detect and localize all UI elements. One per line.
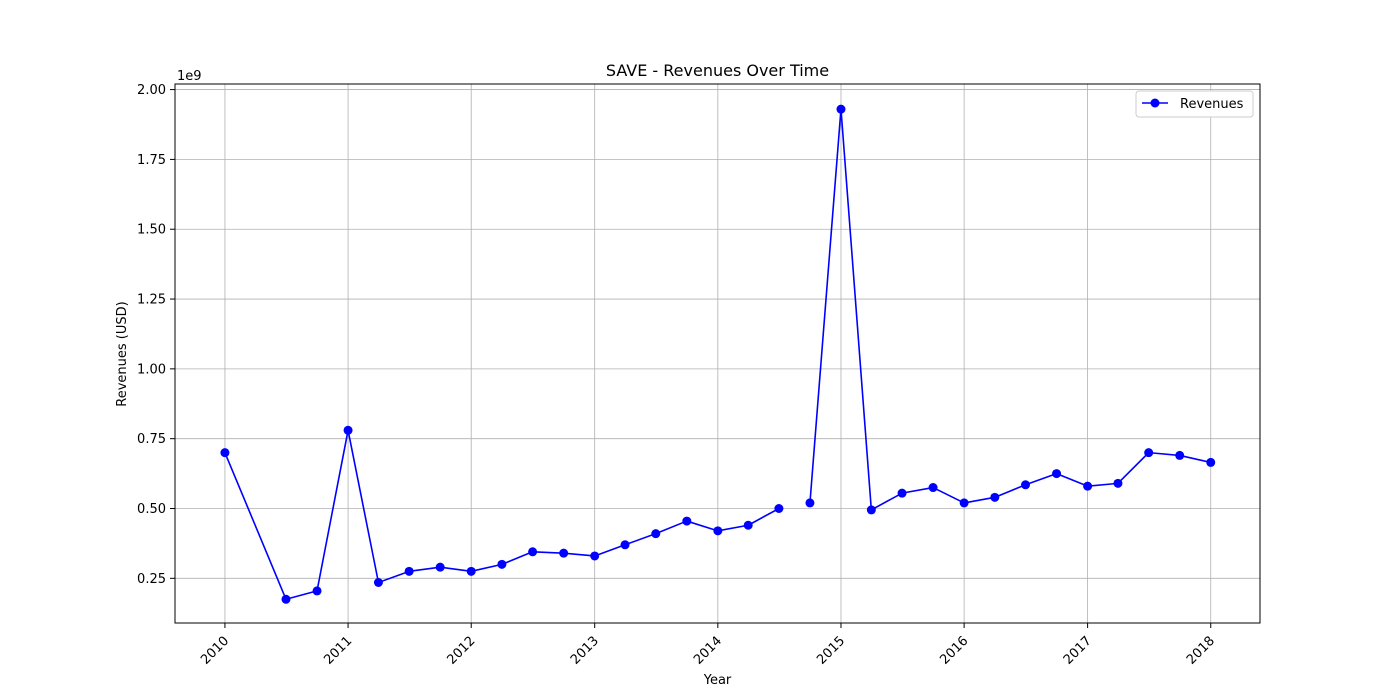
legend: Revenues <box>1135 90 1254 118</box>
data-point <box>805 498 815 508</box>
data-point <box>281 594 291 604</box>
data-point <box>312 586 322 596</box>
y-tick-label: 1.25 <box>137 293 166 308</box>
data-point <box>466 566 476 576</box>
data-point <box>1113 478 1123 488</box>
data-point <box>866 505 876 515</box>
data-point <box>1206 457 1216 467</box>
data-point <box>220 448 230 458</box>
data-point <box>928 483 938 493</box>
data-point <box>435 562 445 572</box>
y-tick-label: 1.00 <box>137 362 166 377</box>
grid-lines <box>175 84 1260 623</box>
data-point <box>682 516 692 526</box>
data-point <box>990 492 1000 502</box>
data-point <box>959 498 969 508</box>
y-tick-label: 2.00 <box>137 83 166 98</box>
data-point <box>343 425 353 435</box>
chart-title: SAVE - Revenues Over Time <box>606 61 829 80</box>
data-point <box>590 551 600 561</box>
data-point <box>1083 481 1093 491</box>
y-tick-label: 0.75 <box>137 432 166 447</box>
y-tick-label: 1.75 <box>137 153 166 168</box>
data-point <box>743 520 753 530</box>
data-point <box>528 547 538 557</box>
series-layer <box>220 104 1216 604</box>
y-tick-label: 0.25 <box>137 572 166 587</box>
legend-label: Revenues <box>1180 97 1244 112</box>
data-point <box>559 548 569 558</box>
data-point <box>774 503 784 513</box>
data-point <box>620 540 630 550</box>
data-point <box>373 578 383 588</box>
y-tick-label: 1.50 <box>137 223 166 238</box>
data-point <box>1052 469 1062 479</box>
data-point <box>1175 450 1185 460</box>
series-line <box>809 108 1211 511</box>
legend-marker-swatch <box>1150 98 1160 108</box>
data-point <box>1021 480 1031 490</box>
y-tick-label: 0.50 <box>137 502 166 517</box>
data-point <box>1144 448 1154 458</box>
data-point <box>651 529 661 539</box>
data-point <box>713 526 723 536</box>
x-axis-label: Year <box>703 673 732 688</box>
data-point <box>404 566 414 576</box>
y-axis-label: Revenues (USD) <box>115 301 130 406</box>
legend-box <box>1135 90 1254 118</box>
y-offset-label: 1e9 <box>177 69 202 84</box>
data-point <box>836 104 846 114</box>
data-point <box>897 488 907 498</box>
data-point <box>497 559 507 569</box>
series-line <box>224 429 780 601</box>
